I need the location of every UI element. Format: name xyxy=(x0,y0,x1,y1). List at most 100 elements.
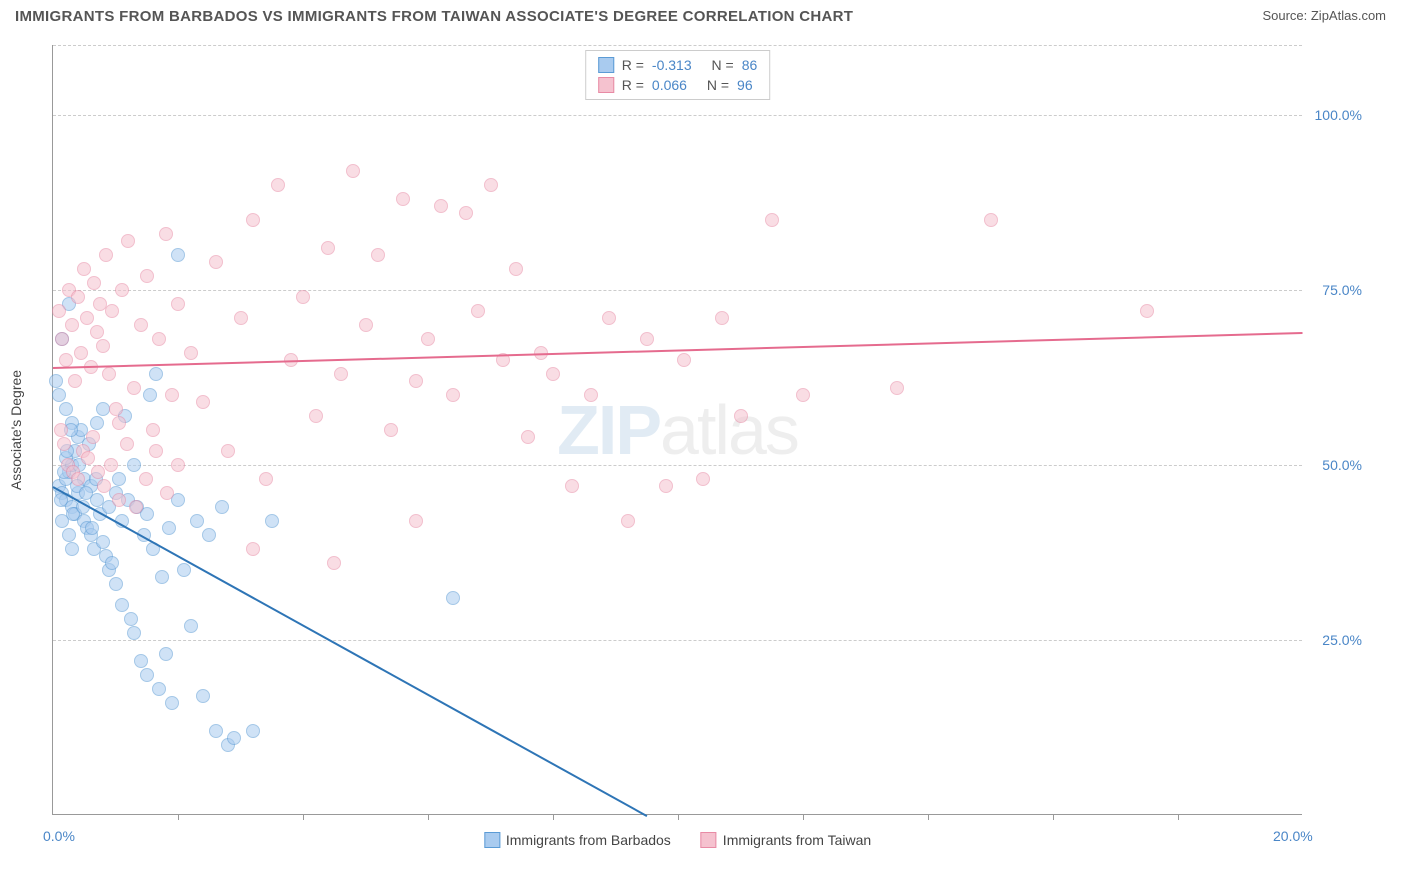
data-point xyxy=(134,318,148,332)
n-label: N = xyxy=(712,57,734,73)
data-point xyxy=(65,542,79,556)
swatch-taiwan xyxy=(598,77,614,93)
data-point xyxy=(57,437,71,451)
data-point xyxy=(55,332,69,346)
data-point xyxy=(446,591,460,605)
data-point xyxy=(471,304,485,318)
data-point xyxy=(209,724,223,738)
x-tick-mark xyxy=(928,814,929,820)
data-point xyxy=(171,297,185,311)
y-tick-label: 25.0% xyxy=(1322,632,1362,648)
x-tick-mark xyxy=(428,814,429,820)
gridline xyxy=(53,465,1302,466)
data-point xyxy=(796,388,810,402)
x-tick-mark xyxy=(678,814,679,820)
n-label: N = xyxy=(707,77,729,93)
data-point xyxy=(184,619,198,633)
data-point xyxy=(146,423,160,437)
data-point xyxy=(109,577,123,591)
y-tick-label: 100.0% xyxy=(1315,107,1362,123)
data-point xyxy=(584,388,598,402)
data-point xyxy=(87,276,101,290)
x-tick-mark xyxy=(303,814,304,820)
x-tick-mark xyxy=(553,814,554,820)
r-label: R = xyxy=(622,77,644,93)
data-point xyxy=(155,570,169,584)
data-point xyxy=(104,458,118,472)
data-point xyxy=(334,367,348,381)
watermark-atlas: atlas xyxy=(660,391,798,469)
x-tick-mark xyxy=(1178,814,1179,820)
data-point xyxy=(121,234,135,248)
data-point xyxy=(177,563,191,577)
data-point xyxy=(321,241,335,255)
data-point xyxy=(102,367,116,381)
data-point xyxy=(734,409,748,423)
data-point xyxy=(68,374,82,388)
series-legend: Immigrants from Barbados Immigrants from… xyxy=(484,832,871,848)
data-point xyxy=(112,493,126,507)
y-tick-label: 50.0% xyxy=(1322,457,1362,473)
data-point xyxy=(421,332,435,346)
data-point xyxy=(359,318,373,332)
data-point xyxy=(71,290,85,304)
gridline xyxy=(53,640,1302,641)
data-point xyxy=(659,479,673,493)
data-point xyxy=(259,472,273,486)
data-point xyxy=(765,213,779,227)
data-point xyxy=(459,206,473,220)
data-point xyxy=(346,164,360,178)
data-point xyxy=(105,304,119,318)
legend-label-taiwan: Immigrants from Taiwan xyxy=(723,832,871,848)
source-attribution: Source: ZipAtlas.com xyxy=(1262,8,1386,23)
data-point xyxy=(59,353,73,367)
watermark: ZIPatlas xyxy=(557,390,798,470)
watermark-zip: ZIP xyxy=(557,391,660,469)
chart-plot-area: ZIPatlas R = -0.313 N = 86 R = 0.066 N =… xyxy=(52,45,1302,815)
data-point xyxy=(371,248,385,262)
data-point xyxy=(165,388,179,402)
data-point xyxy=(171,458,185,472)
data-point xyxy=(715,311,729,325)
data-point xyxy=(171,248,185,262)
data-point xyxy=(396,192,410,206)
data-point xyxy=(409,514,423,528)
data-point xyxy=(129,500,143,514)
data-point xyxy=(509,262,523,276)
data-point xyxy=(434,199,448,213)
data-point xyxy=(227,731,241,745)
data-point xyxy=(209,255,223,269)
chart-title: IMMIGRANTS FROM BARBADOS VS IMMIGRANTS F… xyxy=(15,8,853,25)
data-point xyxy=(165,696,179,710)
swatch-barbados xyxy=(598,57,614,73)
data-point xyxy=(71,472,85,486)
data-point xyxy=(409,374,423,388)
gridline xyxy=(53,290,1302,291)
data-point xyxy=(120,437,134,451)
y-axis-label: Associate's Degree xyxy=(8,370,24,490)
correlation-legend: R = -0.313 N = 86 R = 0.066 N = 96 xyxy=(585,50,771,100)
data-point xyxy=(309,409,323,423)
data-point xyxy=(162,521,176,535)
data-point xyxy=(640,332,654,346)
data-point xyxy=(115,283,129,297)
data-point xyxy=(127,381,141,395)
data-point xyxy=(52,388,66,402)
x-tick-mark xyxy=(803,814,804,820)
data-point xyxy=(59,402,73,416)
data-point xyxy=(327,556,341,570)
data-point xyxy=(79,486,93,500)
data-point xyxy=(677,353,691,367)
data-point xyxy=(160,486,174,500)
data-point xyxy=(86,430,100,444)
data-point xyxy=(109,402,123,416)
data-point xyxy=(246,542,260,556)
data-point xyxy=(127,626,141,640)
data-point xyxy=(115,598,129,612)
data-point xyxy=(52,304,66,318)
data-point xyxy=(190,514,204,528)
data-point xyxy=(246,213,260,227)
data-point xyxy=(215,500,229,514)
swatch-taiwan-icon xyxy=(701,832,717,848)
data-point xyxy=(62,528,76,542)
